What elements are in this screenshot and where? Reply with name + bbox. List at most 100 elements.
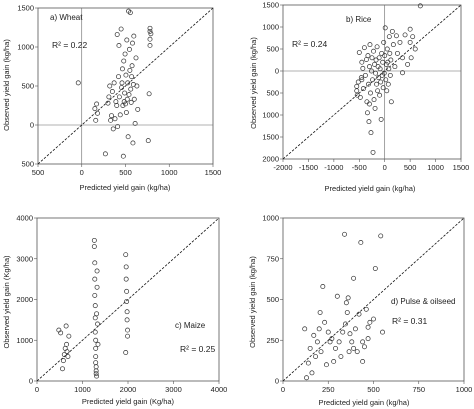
data-point [382,53,388,59]
data-point [378,79,384,85]
data-point [387,50,393,56]
data-point [123,276,129,282]
data-point [365,53,371,59]
data-point [331,358,337,364]
x-tick-label: 4000 [211,385,228,394]
y-tick-label: 500 [266,45,279,54]
y-tick-label: 500 [266,295,279,304]
data-point [128,86,134,92]
data-point [120,153,126,159]
one-to-one-line [282,217,465,382]
x-tick-label: -500 [352,163,367,172]
x-tick-label: 250 [322,385,335,394]
x-tick-label: 750 [412,385,425,394]
data-point [365,324,371,330]
data-point [106,94,112,100]
data-point [333,345,338,351]
data-point [65,354,71,359]
data-point [94,311,100,317]
panel-label: a) Wheat [50,13,83,22]
data-point [119,66,125,72]
x-tick-label: -2000 [273,163,292,172]
y-axis-label: Observed yield gain (kg/ha) [249,37,258,129]
data-point [371,316,376,322]
data-point [374,44,380,50]
data-point [364,110,370,116]
data-point [121,99,127,105]
data-point [127,67,133,73]
x-tick-label: 0 [383,163,387,172]
data-point [407,39,413,45]
x-tick-label: 500 [367,385,380,394]
data-point [93,364,99,370]
panel-label: b) Rice [346,15,372,24]
data-point [107,83,113,89]
data-point [351,275,357,281]
data-point [383,77,389,83]
data-point [359,77,365,83]
data-point [360,86,366,92]
data-point [342,231,347,237]
data-point [127,10,133,16]
y-tick-label: 1000 [17,43,34,52]
data-point [329,336,335,342]
data-point [145,138,151,144]
data-point [334,293,340,299]
data-point [64,341,70,347]
data-point [375,88,381,94]
data-point [131,33,137,39]
data-point [58,330,64,336]
data-point [376,75,382,81]
data-point [302,326,308,332]
panel-label: c) Maize [175,321,206,330]
x-tick-label: 500 [404,163,417,172]
data-point [371,97,377,103]
data-point [325,329,331,335]
data-point [408,55,414,61]
data-point [320,284,326,289]
y-axis-label: Observed yield gain (Kg/ha) [2,255,11,348]
data-point [110,126,116,132]
data-point [124,96,130,102]
data-point [93,354,99,359]
data-point [66,333,72,339]
x-tick-label: 500 [119,168,132,177]
data-point [124,309,130,315]
data-point [124,288,130,294]
data-point [317,310,323,315]
data-point [92,292,98,298]
data-point [407,26,413,32]
panel-label: d) Pulse & oilseed [391,297,455,306]
data-point [378,233,384,239]
data-point [387,72,393,78]
data-point [116,74,121,80]
data-point [384,88,390,94]
data-point [129,74,135,80]
data-point [367,64,372,70]
data-point [318,349,324,355]
y-tick-label: 250 [266,336,279,345]
x-tick-label: 1000 [427,163,444,172]
y-tick-label: 1000 [262,111,279,120]
data-point [381,70,387,76]
data-point [377,92,383,98]
data-point [123,350,129,355]
data-point [115,124,121,130]
r2-label: R² = 0.22 [52,40,87,50]
data-point [61,352,67,357]
data-point [367,319,373,325]
data-point [92,276,98,282]
one-to-one-line [37,7,214,165]
data-point [372,105,378,111]
data-point [316,326,322,332]
data-point [93,117,99,123]
data-point [95,110,100,116]
x-tick-label: 1000 [74,385,91,394]
data-point [351,345,357,351]
y-tick-label: 1500 [17,4,34,13]
data-point [360,65,366,71]
data-point [147,42,153,48]
data-point [105,100,111,106]
data-point [63,323,69,329]
